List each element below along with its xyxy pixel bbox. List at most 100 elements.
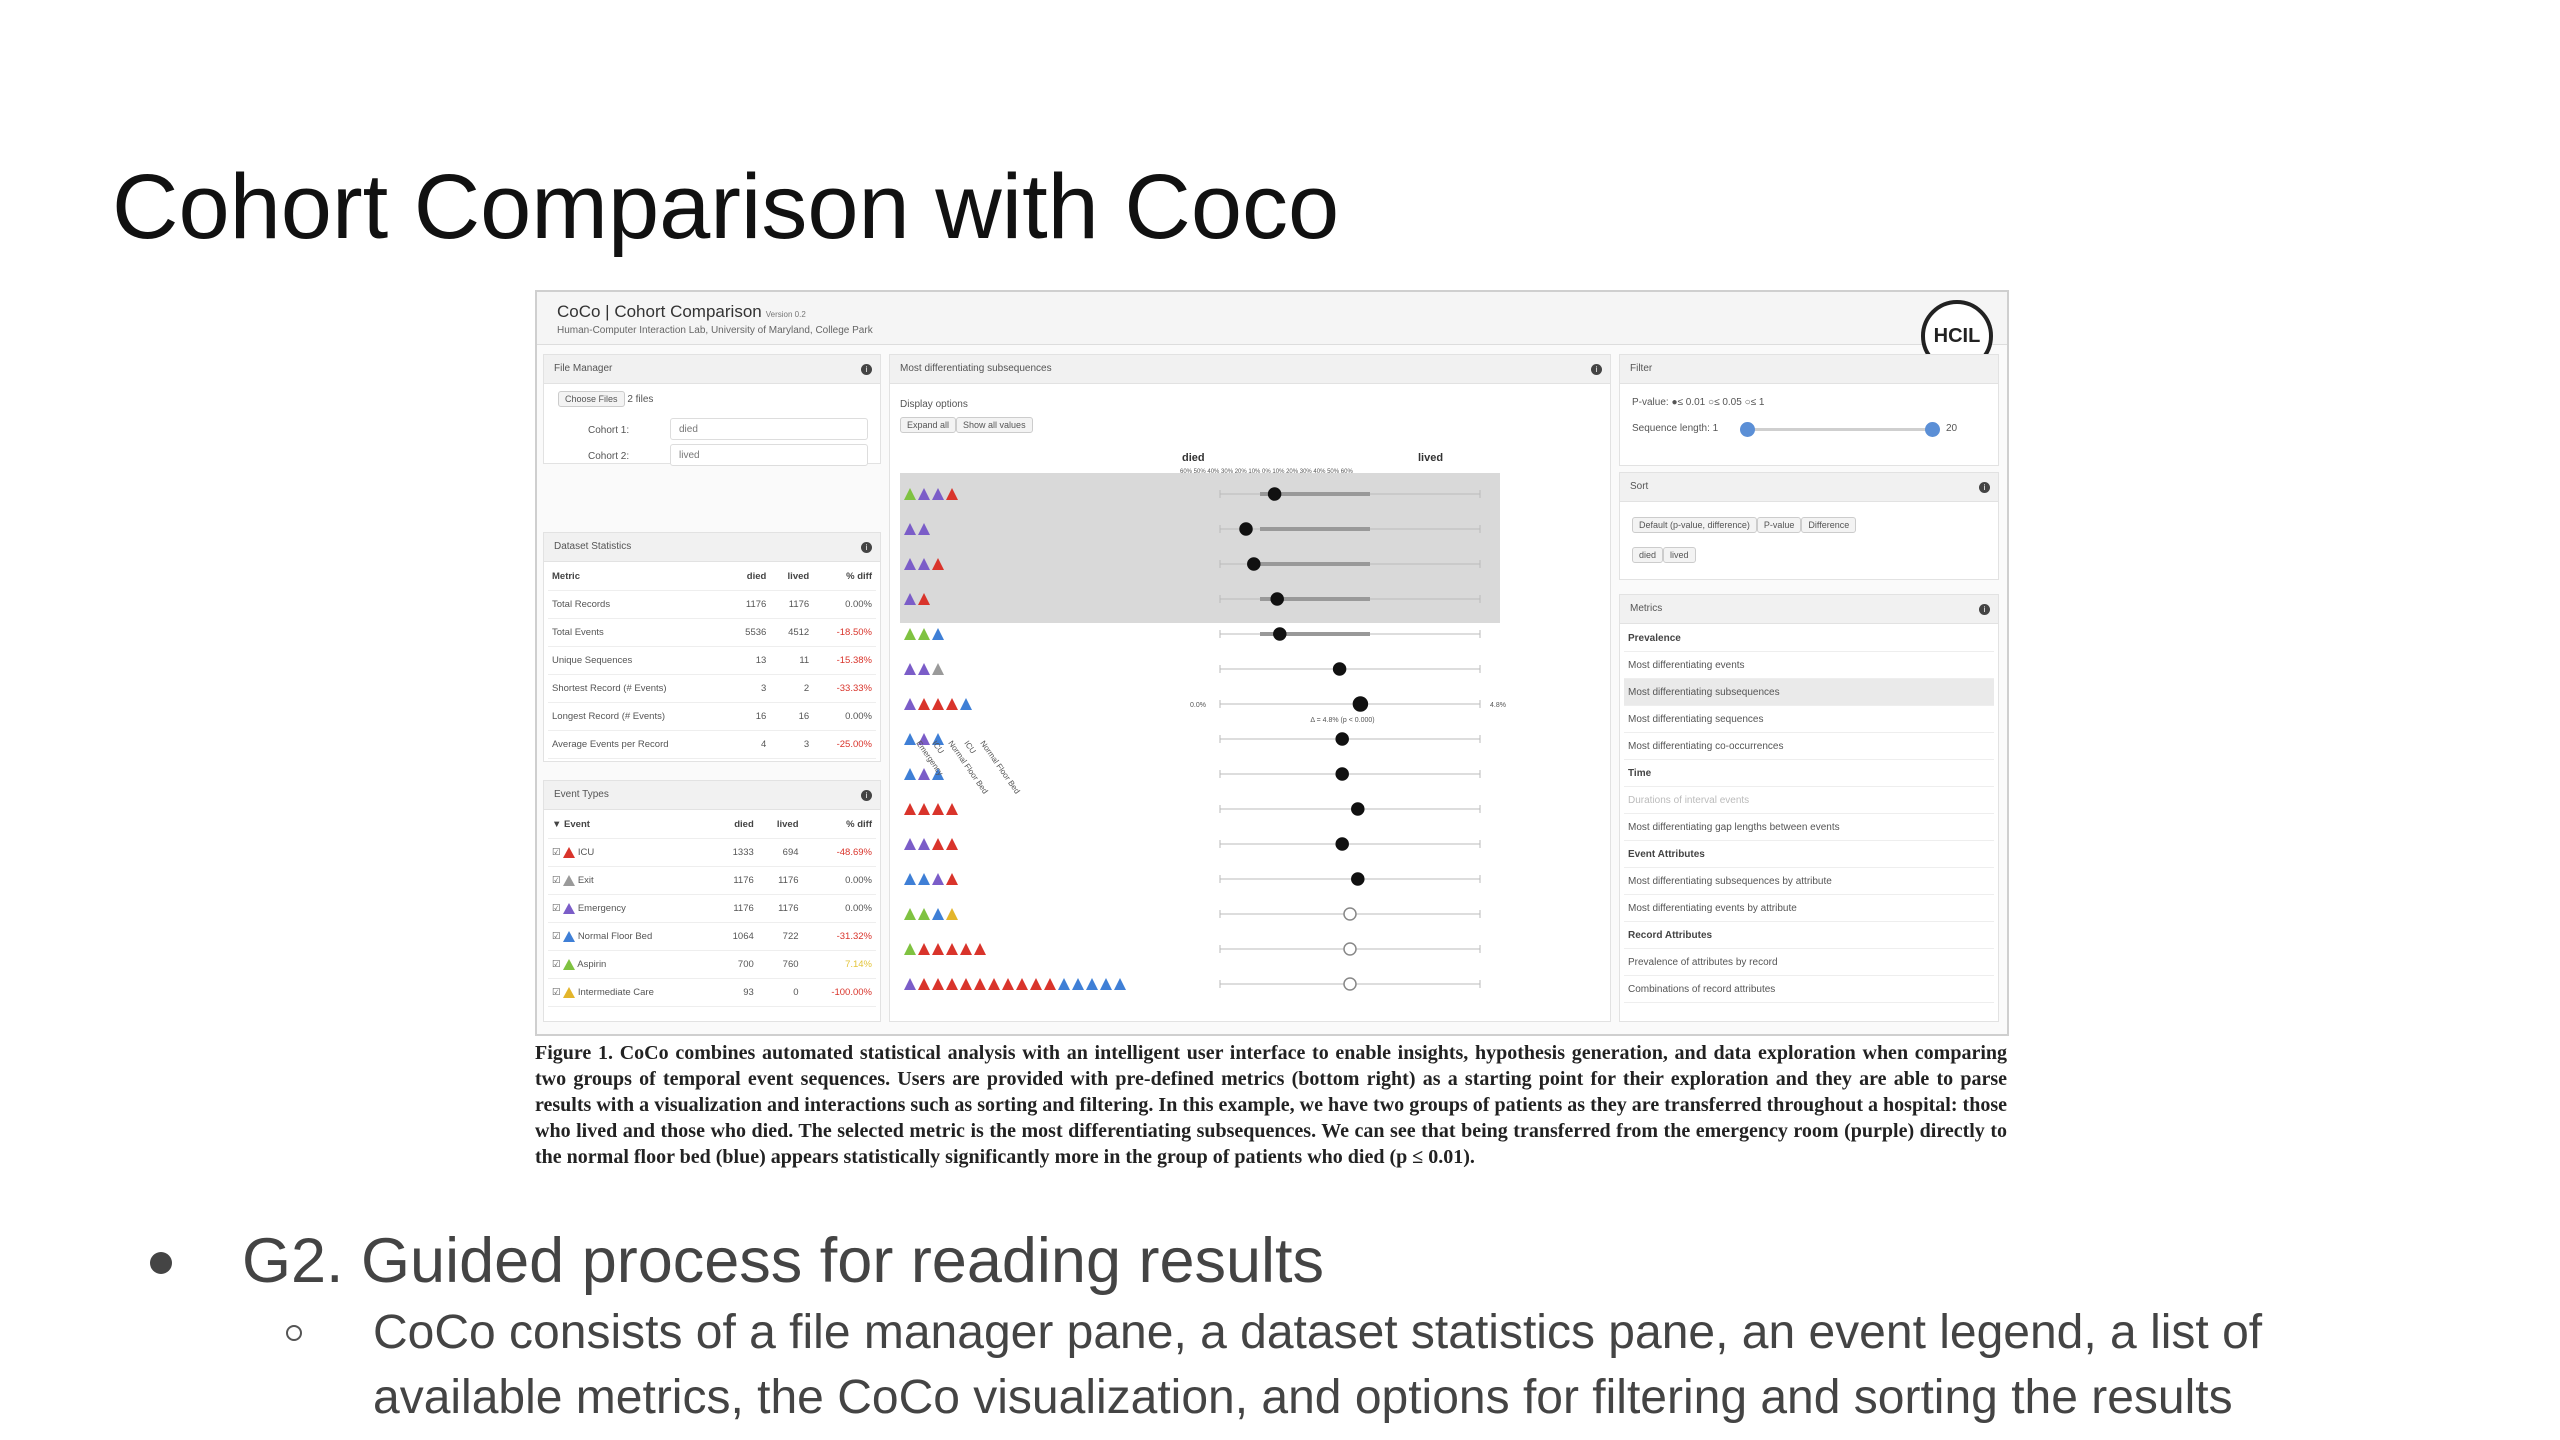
info-icon[interactable]: i (1591, 364, 1602, 375)
info-icon[interactable]: i (1979, 604, 1990, 615)
show-all-values-button[interactable]: Show all values (956, 417, 1033, 433)
event-triangle-icon (1072, 978, 1084, 990)
choose-files-button[interactable]: Choose Files (558, 391, 625, 407)
event-triangle-icon (904, 663, 916, 675)
lived-label: lived (1418, 452, 1443, 464)
subsequence-svg: died lived 60% 50% 40% 30% 20% 10% 0% 10% … (900, 452, 1506, 991)
info-icon[interactable]: i (861, 364, 872, 375)
expand-all-button[interactable]: Expand all (900, 417, 957, 433)
info-icon[interactable]: i (861, 790, 872, 801)
event-triangle-icon (932, 943, 944, 955)
metric-item[interactable]: Most differentiating co-occurrences (1624, 733, 1994, 760)
slide-title: Cohort Comparison with Coco (112, 156, 1340, 258)
metric-item[interactable]: Most differentiating subsequences by att… (1624, 868, 1994, 895)
pvalue-filter: P-value: ●≤ 0.01 ○≤ 0.05 ○≤ 1 (1632, 397, 1765, 408)
data-point (1351, 802, 1365, 816)
app-title: CoCo | Cohort Comparison Version 0.2 (557, 302, 806, 321)
event-triangle-icon (918, 558, 930, 570)
event-triangle-icon (904, 558, 916, 570)
app-version: Version 0.2 (765, 310, 806, 319)
radio[interactable]: ○ (1744, 397, 1751, 408)
event-triangle-icon (904, 978, 916, 990)
sort-difference-button[interactable]: Difference (1801, 517, 1857, 533)
sort-default-button[interactable]: Default (p-value, difference) (1632, 517, 1757, 533)
data-point (1247, 557, 1261, 571)
metric-item[interactable]: Prevalence of attributes by record (1624, 949, 1994, 976)
checkbox[interactable]: ☑ (552, 847, 561, 858)
data-point (1343, 977, 1357, 991)
event-triangle-icon (932, 873, 944, 885)
right-value-label: 4.8% (1490, 702, 1506, 709)
checkbox[interactable]: ☑ (552, 875, 561, 886)
triangle-icon (563, 846, 576, 858)
event-triangle-icon (932, 663, 944, 675)
info-icon[interactable]: i (861, 542, 872, 553)
metric-item[interactable]: Durations of interval events (1624, 787, 1994, 814)
metric-item[interactable]: Most differentiating events (1624, 652, 1994, 679)
app-subtitle: Human-Computer Interaction Lab, Universi… (557, 325, 873, 336)
display-options-label: Display options (900, 399, 968, 410)
metric-section: Record Attributes (1624, 922, 1994, 949)
info-icon[interactable]: i (1979, 482, 1990, 493)
event-triangle-icon (932, 978, 944, 990)
checkbox[interactable]: ☑ (552, 987, 561, 998)
metric-item[interactable]: Combinations of record attributes (1624, 976, 1994, 1003)
event-triangle-icon (946, 873, 958, 885)
sort-pvalue-button[interactable]: P-value (1756, 517, 1802, 533)
event-triangle-icon (904, 803, 916, 815)
checkbox[interactable]: ☑ (552, 931, 561, 942)
slider-handle-max[interactable] (1925, 422, 1940, 437)
event-triangle-icon (946, 488, 958, 500)
died-label: died (1182, 452, 1205, 464)
checkbox[interactable]: ☑ (552, 959, 561, 970)
sort-died-button[interactable]: died (1632, 547, 1664, 563)
bullet-dot-icon (150, 1252, 172, 1274)
event-triangle-icon (960, 943, 972, 955)
event-types-pane: Event Types i ▼ Event died lived% diff ☑ IC… (543, 780, 881, 1022)
sort-pane: Sort i Default (p-value, difference) P-val… (1619, 472, 1999, 580)
highlight-region (900, 473, 1500, 623)
data-point (1267, 487, 1282, 501)
event-triangle-icon (918, 873, 930, 885)
metric-item[interactable]: Most differentiating events by attribute (1624, 895, 1994, 922)
radio[interactable]: ○ (1708, 397, 1715, 408)
files-count: 2 files (627, 394, 654, 405)
filter-icon[interactable]: ▼ Event (548, 811, 714, 839)
sort-lived-button[interactable]: lived (1663, 547, 1696, 563)
dataset-stats-table: Metric died lived% diff Total Records 1176 1… (548, 563, 876, 759)
sequence-length-slider[interactable] (1748, 428, 1930, 431)
cohort2-input[interactable]: lived (670, 444, 868, 466)
subsequence-chart: died lived 60% 50% 40% 30% 20% 10% 0% 10% … (890, 355, 1610, 1021)
cohort1-input[interactable]: died (670, 418, 868, 440)
event-triangle-icon (904, 523, 916, 535)
event-triangle-icon (988, 978, 1000, 990)
metric-item[interactable]: Most differentiating subsequences (1624, 679, 1994, 706)
event-triangle-icon (1114, 978, 1126, 990)
event-triangle-icon (932, 768, 944, 780)
data-point (1335, 837, 1349, 851)
event-types-header: Event Types i (544, 781, 880, 810)
event-triangle-icon (918, 838, 930, 850)
table-row: Shortest Record (# Events) 3 2 -33.33% (548, 674, 876, 703)
table-row: ☑ Exit 1176 1176 0.00% (548, 866, 876, 895)
metric-section: Event Attributes (1624, 841, 1994, 868)
event-triangle-icon (1058, 978, 1070, 990)
sequence-length-label: Sequence length: 1 (1632, 423, 1719, 434)
visualization-header: Most differentiating subsequences i (890, 355, 1610, 384)
event-triangle-icon (918, 908, 930, 920)
slider-handle-min[interactable] (1740, 422, 1755, 437)
table-row: Longest Record (# Events) 16 16 0.00% (548, 702, 876, 731)
data-point (1270, 592, 1284, 606)
event-triangle-icon (946, 943, 958, 955)
checkbox[interactable]: ☑ (552, 903, 561, 914)
event-triangle-icon (918, 663, 930, 675)
table-row: ☑ ICU 1333 694 -48.69% (548, 838, 876, 867)
triangle-icon (563, 902, 576, 914)
radio-checked[interactable]: ● (1671, 397, 1678, 408)
metric-item[interactable]: Most differentiating gap lengths between… (1624, 814, 1994, 841)
app-header: CoCo | Cohort Comparison Version 0.2 Huma… (537, 292, 2007, 345)
event-triangle-icon (946, 698, 958, 710)
filter-pane: Filter P-value: ●≤ 0.01 ○≤ 0.05 ○≤ 1 Seq… (1619, 354, 1999, 466)
filter-header: Filter (1620, 355, 1998, 384)
metric-item[interactable]: Most differentiating sequences (1624, 706, 1994, 733)
